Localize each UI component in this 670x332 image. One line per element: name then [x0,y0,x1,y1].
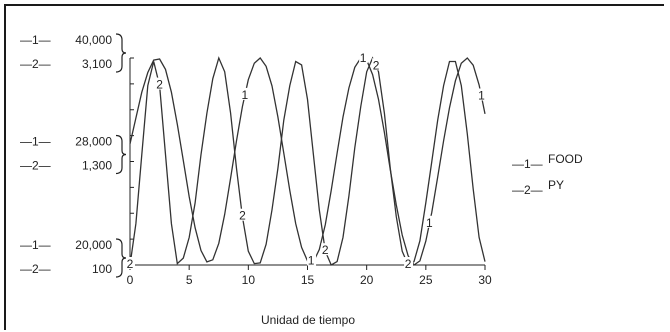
series-marker-1: 1 [426,216,433,230]
x-tick-label: 0 [127,273,134,287]
series-marker-2: 2 [322,243,329,257]
y-scale-brace [115,134,127,175]
y-tick-label-series-1: 28,000 [75,135,112,149]
chart-frame [4,4,664,330]
series-lines [129,56,486,266]
series-marker-bg [477,88,487,101]
series-marker-bg [372,58,382,71]
series-marker-2: 2 [156,78,163,92]
legend: —1— FOOD —2— PY [512,152,583,197]
series-marker-bg [359,50,369,63]
legend-label-2: PY [548,178,564,192]
series-marker-2: 2 [373,58,380,72]
series-marker-bg [155,77,165,90]
y-tick-label-series-1: 40,000 [75,33,112,47]
legend-marker-1: —1— [512,157,543,171]
legend-label-1: FOOD [548,152,583,166]
series-line-2 [129,56,486,266]
x-tick-label: 5 [186,273,193,287]
y-axis-tick-labels: —1— 20,000 —2— 100 —1— 28,000 —2— 1,300 —1— 40,00… [20,33,127,278]
x-axis-label: Unidad de tiempo [261,313,355,327]
y-scale-marker-series-1: —1— [20,33,51,47]
y-tick-label-series-1: 20,000 [75,238,112,252]
y-tick-label-series-2: 1,300 [82,159,112,173]
series-marker-1: 1 [308,253,315,267]
series-marker-bg [404,257,414,269]
y-scale-marker-series-1: —1— [20,135,51,149]
series-marker-1: 1 [478,89,485,103]
x-tick-label: 15 [301,273,315,287]
y-scale-marker-series-1: —1— [20,238,51,252]
series-marker-bg [307,253,317,266]
series-marker-bg [240,87,250,100]
y-scale-marker-series-2: —2— [20,159,51,173]
y-scale-brace [115,33,127,73]
series-marker-bg [126,257,135,269]
x-tick-label: 20 [360,273,374,287]
legend-marker-2: —2— [512,183,543,197]
series-marker-bg [425,215,435,228]
series-marker-2: 2 [405,257,412,271]
series-marker-1: 1 [360,51,367,65]
y-scale-marker-series-2: —2— [20,262,51,276]
series-marker-bg [321,243,331,256]
x-tick-label: 10 [242,273,256,287]
x-tick-label: 25 [419,273,433,287]
y-scale-marker-series-2: —2— [20,57,51,71]
series-marker-2: 2 [127,257,134,271]
y-tick-label-series-2: 100 [92,262,112,276]
series-marker-bg [238,208,248,221]
x-tick-label: 30 [478,273,492,287]
series-marker-1: 1 [241,88,248,102]
y-tick-label-series-2: 3,100 [82,57,112,71]
y-scale-brace [115,238,127,278]
series-marker-2: 2 [239,209,246,223]
